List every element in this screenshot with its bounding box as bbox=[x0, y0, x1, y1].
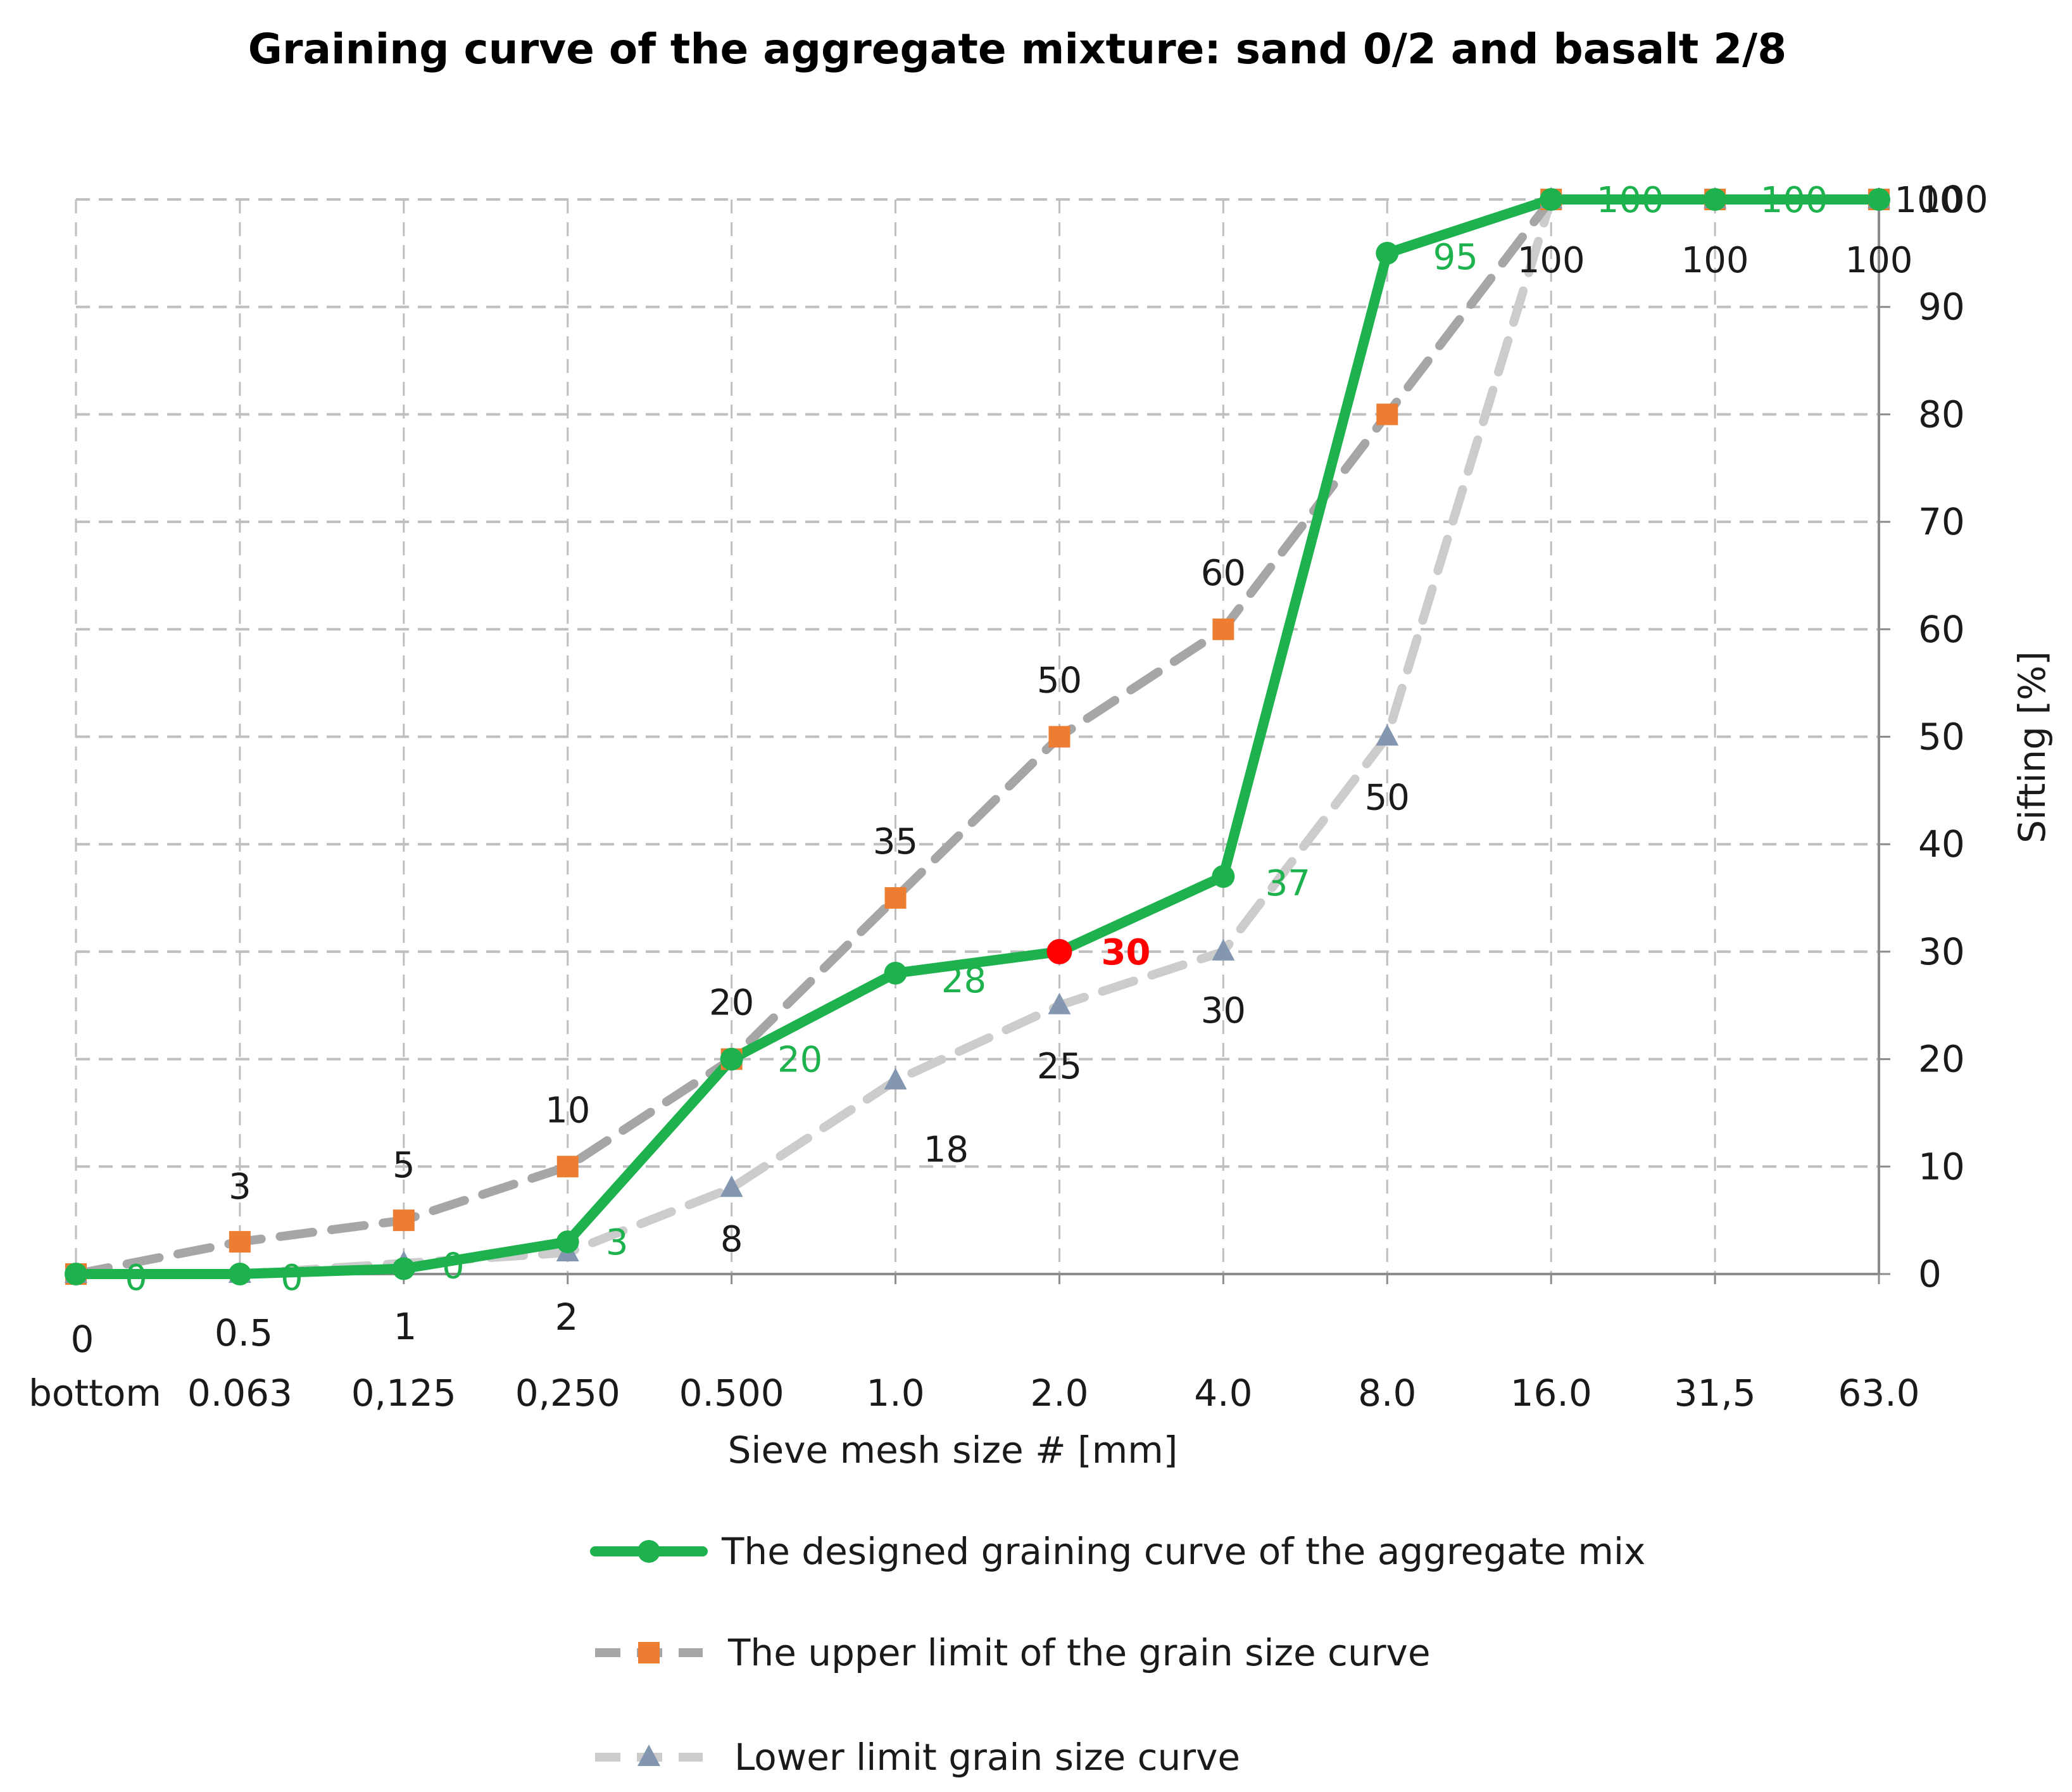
upper-limit-point bbox=[392, 1209, 415, 1232]
designed-curve-point bbox=[720, 1047, 743, 1071]
upper-limit-point bbox=[1048, 726, 1071, 748]
chart-title: Graining curve of the aggregate mixture:… bbox=[248, 25, 1786, 73]
lower-limit-label: 100 bbox=[1845, 240, 1913, 281]
y-tick-label: 70 bbox=[1918, 500, 1965, 543]
designed-curve-label: 0 bbox=[125, 1258, 148, 1299]
designed-curve-label: 95 bbox=[1433, 237, 1478, 278]
lower-limit-point bbox=[720, 1175, 743, 1197]
upper-limit-point bbox=[229, 1231, 251, 1253]
designed-curve-label: 0 bbox=[280, 1258, 303, 1299]
designed-curve-point bbox=[1704, 188, 1727, 211]
y-tick-label: 40 bbox=[1918, 823, 1965, 866]
legend-upper-label: The upper limit of the grain size curve bbox=[727, 1631, 1431, 1674]
lower-limit-point bbox=[1048, 992, 1071, 1014]
y-tick-label: 50 bbox=[1918, 716, 1965, 759]
x-tick-label: 1.0 bbox=[866, 1372, 924, 1415]
lower-limit-label: 50 bbox=[1365, 778, 1410, 819]
designed-curve-line bbox=[71, 194, 1884, 1279]
designed-curve-point bbox=[228, 1263, 251, 1285]
designed-curve-point bbox=[1540, 188, 1563, 211]
designed-curve-label: 28 bbox=[941, 960, 986, 1001]
y-tick-label: 100 bbox=[1918, 178, 1988, 221]
lower-limit-label: 100 bbox=[1517, 240, 1585, 281]
y-tick-label: 0 bbox=[1918, 1253, 1942, 1296]
x-index-label: 0.5 bbox=[215, 1311, 273, 1354]
x-tick-label: 0,125 bbox=[351, 1372, 456, 1415]
designed-curve-point bbox=[392, 1257, 415, 1280]
upper-limit-label: 60 bbox=[1201, 553, 1246, 594]
designed-curve-point bbox=[1212, 865, 1235, 888]
legend-designed-label: The designed graining curve of the aggre… bbox=[721, 1530, 1645, 1573]
y-tick-label: 30 bbox=[1918, 930, 1965, 973]
designed-curve-label: 100 bbox=[1597, 180, 1664, 221]
designed-curve-point bbox=[1376, 241, 1399, 265]
upper-limit-label: 10 bbox=[545, 1090, 590, 1131]
upper-limit-point bbox=[556, 1156, 579, 1178]
upper-limit-label: 50 bbox=[1037, 660, 1082, 702]
x-tick-label: 0,250 bbox=[515, 1372, 620, 1415]
y-tick-label: 60 bbox=[1918, 608, 1965, 651]
lower-limit-label: 18 bbox=[924, 1130, 969, 1171]
lower-limit-label: 25 bbox=[1037, 1046, 1082, 1087]
lower-limit-label: 30 bbox=[1201, 990, 1246, 1032]
upper-limit-label: 3 bbox=[229, 1166, 251, 1208]
designed-curve-label: 3 bbox=[606, 1222, 629, 1263]
x-axis-label: Sieve mesh size # [mm] bbox=[728, 1429, 1178, 1472]
upper-limit-label: 100 bbox=[1895, 180, 1962, 221]
x-tick-label: 4.0 bbox=[1194, 1372, 1252, 1415]
upper-limit-label: 5 bbox=[392, 1145, 415, 1186]
y-tick-label: 20 bbox=[1918, 1038, 1965, 1081]
upper-limit-label: 35 bbox=[873, 821, 918, 862]
x-tick-label: 0.500 bbox=[679, 1372, 784, 1415]
designed-curve-label: 37 bbox=[1265, 863, 1310, 904]
x-tick-label: 0.063 bbox=[187, 1372, 292, 1415]
x-tick-label: 2.0 bbox=[1030, 1372, 1088, 1415]
y-tick-label: 10 bbox=[1918, 1145, 1965, 1188]
designed-curve-point bbox=[1868, 188, 1890, 211]
y-tick-label: 80 bbox=[1918, 393, 1965, 436]
y-tick-label: 90 bbox=[1918, 286, 1965, 329]
designed-curve-point bbox=[556, 1230, 579, 1254]
lower-limit-point bbox=[884, 1068, 907, 1090]
upper-limit-point bbox=[884, 887, 907, 909]
x-tick-label: 16.0 bbox=[1510, 1372, 1592, 1415]
lower-limit-point bbox=[1376, 724, 1399, 746]
x-tick-label: 8.0 bbox=[1358, 1372, 1416, 1415]
upper-limit-point bbox=[1376, 403, 1398, 426]
x-tick-label: bottom bbox=[28, 1372, 161, 1415]
lower-limit-label: 100 bbox=[1681, 240, 1749, 281]
legend-lower-label: Lower limit grain size curve bbox=[734, 1736, 1240, 1779]
designed-curve-label: 30 bbox=[1101, 932, 1150, 973]
x-tick-label: 63.0 bbox=[1838, 1372, 1919, 1415]
legend-designed-marker bbox=[637, 1540, 660, 1563]
designed-curve-point bbox=[1046, 938, 1072, 964]
legend-upper-marker bbox=[638, 1642, 660, 1663]
legend-lower-marker bbox=[637, 1745, 660, 1766]
designed-curve-label: 100 bbox=[1761, 180, 1828, 221]
x-tick-label: 31,5 bbox=[1674, 1372, 1756, 1415]
x-index-label: 2 bbox=[555, 1296, 579, 1339]
designed-curve-label: 20 bbox=[777, 1040, 822, 1081]
upper-limit-label: 20 bbox=[709, 983, 754, 1024]
x-index-label: 0 bbox=[71, 1318, 94, 1361]
lower-limit-point bbox=[1212, 938, 1235, 961]
designed-curve-point bbox=[65, 1263, 87, 1285]
y-axis-label: Sifting [%] bbox=[2011, 651, 2054, 843]
lower-limit-label: 8 bbox=[720, 1219, 743, 1260]
x-index-label: 1 bbox=[394, 1305, 417, 1348]
designed-curve-point bbox=[884, 961, 907, 985]
upper-limit-point bbox=[1212, 618, 1234, 640]
designed-curve-label: 0 bbox=[442, 1246, 465, 1287]
